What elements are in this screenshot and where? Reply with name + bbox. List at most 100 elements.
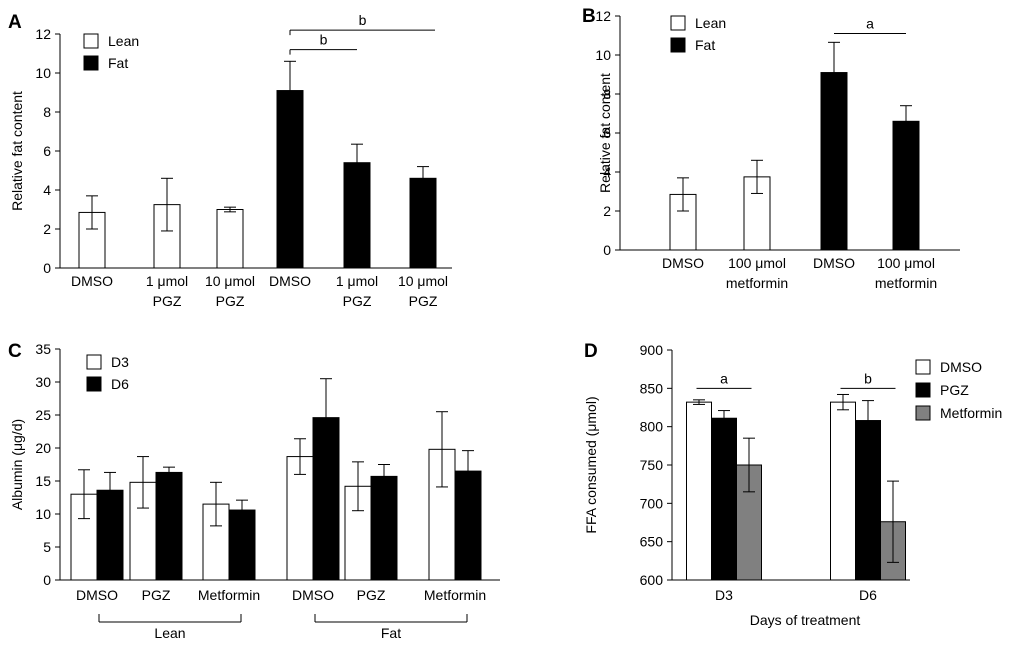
panel-D-bar-1-1 xyxy=(855,420,881,581)
panel-B-y-tick-label: 8 xyxy=(603,86,611,102)
panel-C-bar-2-1 xyxy=(228,509,256,581)
panel-C-bar-0-1 xyxy=(96,489,124,581)
panel-D-letter: D xyxy=(584,341,598,362)
panel-A-y-axis-label: Relative fat content xyxy=(9,91,25,211)
panel-D-y-tick-label: 900 xyxy=(640,342,664,358)
panel-A-category-label-1: PGZ xyxy=(153,293,182,309)
panel-D-significance-label-1: b xyxy=(864,370,872,386)
panel-D-bar-0-1 xyxy=(711,417,737,581)
panel-A-legend-swatch-1 xyxy=(83,55,99,71)
panel-C-category-label-1: PGZ xyxy=(142,587,171,603)
panel-C-bar-1-1 xyxy=(155,471,183,581)
panel-D-legend-swatch-1 xyxy=(915,382,931,398)
panel-C-category-label-4: PGZ xyxy=(357,587,386,603)
panel-A-category-label-0: DMSO xyxy=(71,273,113,289)
panel-D-legend-swatch-2 xyxy=(915,405,931,421)
panel-B-y-tick-label: 4 xyxy=(603,164,611,180)
panel-A-bar-5 xyxy=(409,177,437,269)
panel-A-y-tick-label: 12 xyxy=(35,26,51,42)
panel-A-y-tick-label: 10 xyxy=(35,65,51,81)
panel-B-y-tick-label: 6 xyxy=(603,125,611,141)
panel-A-category-label-1: 1 μmol xyxy=(146,273,188,289)
panel-C-category-label-2: Metformin xyxy=(198,587,260,603)
panel-B-legend-label-1: Fat xyxy=(695,37,715,53)
panel-B-y-tick-label: 10 xyxy=(595,47,611,63)
panel-C-y-tick-label: 15 xyxy=(35,473,51,489)
panel-C-group-label-0: Lean xyxy=(154,625,185,641)
panel-B-category-label-1: 100 μmol xyxy=(728,255,786,271)
panel-D-y-tick-label: 700 xyxy=(640,495,664,511)
panel-D-y-tick-label: 750 xyxy=(640,457,664,473)
panel-D-y-tick-label: 650 xyxy=(640,534,664,550)
panel-C-y-tick-label: 10 xyxy=(35,506,51,522)
panel-D-bar-0-2 xyxy=(736,464,762,581)
panel-B-category-label-1: metformin xyxy=(726,275,788,291)
panel-B-category-label-0: DMSO xyxy=(662,255,704,271)
panel-C-y-tick-label: 25 xyxy=(35,407,51,423)
panel-B-letter: B xyxy=(582,6,596,27)
panel-A-y-tick-label: 8 xyxy=(43,104,51,120)
panel-B-bar-2 xyxy=(820,72,848,251)
panel-D-significance-label-0: a xyxy=(720,370,728,386)
panel-D-y-tick-label: 600 xyxy=(640,572,664,588)
panel-D-legend-swatch-0 xyxy=(915,359,931,375)
panel-B-y-axis-label: Relative fat content xyxy=(597,73,613,193)
panel-D-bar-1-0 xyxy=(830,401,856,581)
panel-B-significance-label-0: a xyxy=(866,16,874,32)
panel-C-category-label-0: DMSO xyxy=(76,587,118,603)
panel-A-bar-2 xyxy=(216,209,244,269)
panel-B-y-tick-label: 2 xyxy=(603,203,611,219)
panel-D-y-axis-label: FFA consumed (μmol) xyxy=(583,396,599,533)
panel-C-legend-swatch-0 xyxy=(86,354,102,370)
panel-A-category-label-5: 10 μmol xyxy=(398,273,448,289)
panel-C-bar-3-1 xyxy=(312,417,340,581)
panel-C-legend-label-1: D6 xyxy=(111,376,129,392)
panel-A-significance-label-1: b xyxy=(359,12,367,28)
panel-A-category-label-2: 10 μmol xyxy=(205,273,255,289)
panel-B-y-tick-label: 12 xyxy=(595,8,611,24)
panel-A-category-label-2: PGZ xyxy=(216,293,245,309)
panel-B-y-tick-label: 0 xyxy=(603,242,611,258)
panel-D-category-label-0: D3 xyxy=(715,587,733,603)
panel-A-letter: A xyxy=(8,12,22,33)
panel-A-legend-swatch-0 xyxy=(83,33,99,49)
panel-A-bar-3 xyxy=(276,90,304,269)
panel-C-letter: C xyxy=(8,341,22,362)
panel-C-legend-label-0: D3 xyxy=(111,354,129,370)
panel-D-bar-0-0 xyxy=(686,401,712,581)
panel-A-y-tick-label: 2 xyxy=(43,221,51,237)
panel-D-y-tick-label: 800 xyxy=(640,419,664,435)
panel-D-legend-label-2: Metformin xyxy=(940,405,1002,421)
panel-B-category-label-3: 100 μmol xyxy=(877,255,935,271)
panel-D-y-tick-label: 850 xyxy=(640,380,664,396)
panel-C-bar-4-1 xyxy=(370,475,398,581)
panel-C-y-tick-label: 20 xyxy=(35,440,51,456)
panel-B-legend-label-0: Lean xyxy=(695,15,726,31)
panel-B-legend-swatch-1 xyxy=(670,37,686,53)
panel-A-category-label-3: DMSO xyxy=(269,273,311,289)
panel-B-category-label-2: DMSO xyxy=(813,255,855,271)
panel-A-category-label-4: PGZ xyxy=(343,293,372,309)
panel-B-legend-swatch-0 xyxy=(670,15,686,31)
panel-C-y-tick-label: 30 xyxy=(35,374,51,390)
panel-A-legend-label-1: Fat xyxy=(108,55,128,71)
panel-D-legend-label-1: PGZ xyxy=(940,382,969,398)
panel-A-bar-4 xyxy=(343,162,371,269)
panel-B-bar-3 xyxy=(892,120,920,251)
panel-A-y-tick-label: 0 xyxy=(43,260,51,276)
panel-A-y-tick-label: 6 xyxy=(43,143,51,159)
panel-C-y-tick-label: 0 xyxy=(43,572,51,588)
panel-D-legend-label-0: DMSO xyxy=(940,359,982,375)
panel-D-category-label-1: D6 xyxy=(859,587,877,603)
panel-A-y-tick-label: 4 xyxy=(43,182,51,198)
panel-A-significance-label-0: b xyxy=(320,32,328,48)
panel-C-bar-3-0 xyxy=(286,456,314,581)
panel-C-y-tick-label: 35 xyxy=(35,341,51,357)
panel-A-category-label-5: PGZ xyxy=(409,293,438,309)
panel-C-category-label-3: DMSO xyxy=(292,587,334,603)
panel-C-group-label-1: Fat xyxy=(381,625,401,641)
panel-C-legend-swatch-1 xyxy=(86,376,102,392)
panel-D-x-axis-label: Days of treatment xyxy=(750,612,861,628)
panel-C-y-tick-label: 5 xyxy=(43,539,51,555)
